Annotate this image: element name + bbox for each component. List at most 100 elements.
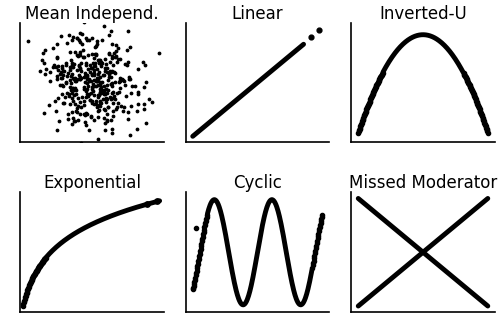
Point [109,63,117,68]
Point [34,265,42,270]
Point [91,63,99,68]
Point [377,74,385,79]
Point [84,66,92,72]
Point [74,35,82,41]
Point [108,126,116,131]
Point [88,98,96,104]
Point [115,80,123,85]
Point [84,83,92,88]
Point [120,78,128,84]
Point [363,106,371,111]
Point [114,57,122,62]
Point [96,59,104,65]
Point [99,73,107,78]
Point [102,127,110,133]
Point [41,256,49,262]
Point [76,99,84,104]
Point [97,90,105,96]
Point [64,71,72,76]
Point [88,115,96,120]
Point [93,66,101,71]
Point [58,84,66,89]
Title: Cyclic: Cyclic [233,175,282,192]
Point [198,239,206,244]
Point [84,91,92,97]
Point [103,65,111,71]
Point [464,79,472,84]
Point [78,47,86,52]
Point [316,27,324,32]
Point [192,268,200,273]
Point [68,61,76,66]
Point [310,255,318,261]
Point [48,65,56,70]
Point [192,273,200,278]
Point [39,259,47,264]
Point [481,121,489,126]
Point [464,81,472,86]
Point [28,278,36,283]
Point [90,70,98,75]
Point [72,88,80,93]
Point [40,257,48,263]
Point [191,277,199,282]
Point [108,42,116,47]
Point [127,90,135,95]
Point [465,82,473,87]
Point [102,86,110,92]
Point [484,129,492,134]
Point [468,89,476,94]
Point [90,68,98,73]
Point [34,266,42,271]
Point [91,51,99,57]
Point [60,69,68,74]
Point [470,93,478,98]
Point [40,111,48,116]
Point [98,80,106,85]
Point [366,99,374,104]
Point [68,90,76,95]
Point [474,103,482,109]
Point [96,59,104,65]
Point [86,16,94,21]
Point [66,65,74,70]
Point [362,109,370,114]
Point [368,94,376,99]
Point [83,37,91,42]
Point [96,81,104,86]
Point [134,126,141,132]
Point [100,107,108,112]
Point [90,55,98,60]
Point [66,67,74,72]
Point [315,227,323,232]
Point [470,94,478,99]
Point [124,110,132,115]
Point [71,85,79,90]
Point [111,79,119,84]
Point [76,66,84,71]
Point [96,63,104,69]
Point [371,86,379,91]
Point [192,226,200,231]
Point [78,32,86,37]
Point [360,115,368,120]
Point [152,199,160,204]
Point [69,115,77,120]
Point [62,81,70,86]
Point [354,130,362,135]
Point [367,96,375,101]
Point [86,91,94,96]
Point [112,59,120,65]
Point [122,93,130,98]
Point [134,67,142,72]
Point [62,62,70,68]
Point [378,71,386,76]
Title: Missed Moderator: Missed Moderator [349,175,497,192]
Point [98,87,106,93]
Point [97,61,105,66]
Point [90,93,98,98]
Point [73,106,81,111]
Point [54,76,62,81]
Point [92,53,100,58]
Point [88,66,96,71]
